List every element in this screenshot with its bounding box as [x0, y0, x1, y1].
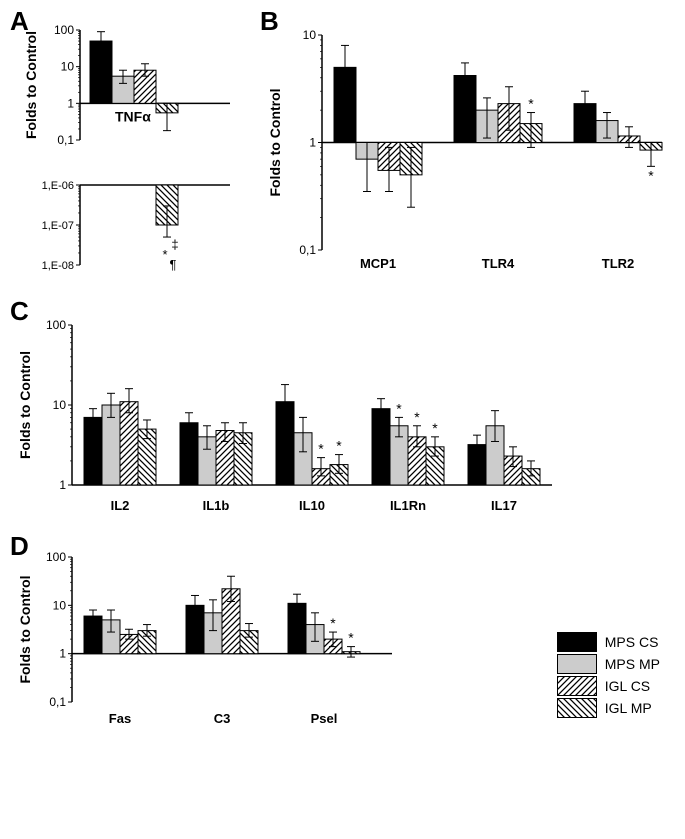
svg-text:Psel: Psel	[311, 711, 338, 726]
svg-text:*: *	[348, 630, 354, 646]
svg-text:*: *	[318, 441, 324, 457]
svg-text:*: *	[162, 247, 167, 262]
svg-text:0,1: 0,1	[57, 133, 74, 147]
svg-text:0,1: 0,1	[49, 695, 66, 709]
svg-text:10: 10	[53, 398, 67, 412]
svg-text:TNFα: TNFα	[115, 108, 151, 124]
svg-text:IL1Rn: IL1Rn	[390, 498, 426, 513]
svg-text:IL1b: IL1b	[203, 498, 230, 513]
legend-text: IGL MP	[605, 700, 652, 716]
panel-b-label: B	[260, 6, 279, 37]
svg-text:*: *	[432, 420, 438, 436]
legend-text: MPS MP	[605, 656, 660, 672]
legend-text: IGL CS	[605, 678, 650, 694]
legend-swatch-mps-mp	[557, 654, 597, 674]
svg-text:Folds to Control: Folds to Control	[17, 575, 33, 683]
legend-swatch-igl-cs	[557, 676, 597, 696]
panel-c: C 110100Folds to ControlIL2IL1b**IL10***…	[10, 300, 570, 525]
svg-text:TLR4: TLR4	[482, 256, 515, 271]
svg-text:MCP1: MCP1	[360, 256, 396, 271]
panel-b: B 0,1110Folds to ControlMCP1*TLR4*TLR2	[260, 10, 675, 290]
svg-text:Folds to Control: Folds to Control	[23, 31, 39, 139]
panel-a-label: A	[10, 6, 29, 37]
svg-text:10: 10	[303, 28, 317, 42]
legend: MPS CS MPS MP IGL CS IGL MP	[557, 632, 660, 720]
svg-text:100: 100	[46, 318, 66, 332]
svg-text:100: 100	[54, 23, 74, 37]
panel-a: A 0,1110100TNFαFolds to Control1,E-081,E…	[10, 10, 260, 290]
legend-swatch-igl-mp	[557, 698, 597, 718]
svg-text:0,1: 0,1	[299, 243, 316, 257]
svg-text:Fas: Fas	[109, 711, 131, 726]
svg-text:*: *	[528, 96, 534, 112]
svg-text:1,E-08: 1,E-08	[42, 260, 74, 272]
svg-text:1: 1	[59, 478, 66, 492]
svg-text:*: *	[330, 615, 336, 631]
svg-text:IL17: IL17	[491, 498, 517, 513]
svg-text:Folds to Control: Folds to Control	[17, 351, 33, 459]
svg-text:*: *	[414, 409, 420, 425]
svg-text:Folds to Control: Folds to Control	[267, 88, 283, 196]
svg-text:‡: ‡	[171, 237, 178, 252]
svg-text:*: *	[336, 438, 342, 454]
svg-text:¶: ¶	[170, 257, 177, 272]
legend-item: IGL MP	[557, 698, 660, 718]
svg-text:1: 1	[67, 96, 74, 110]
svg-text:1,E-07: 1,E-07	[42, 220, 74, 232]
svg-text:C3: C3	[214, 711, 231, 726]
legend-text: MPS CS	[605, 634, 659, 650]
panel-c-label: C	[10, 296, 29, 327]
svg-text:1,E-06: 1,E-06	[42, 180, 74, 192]
legend-item: MPS MP	[557, 654, 660, 674]
svg-text:IL2: IL2	[111, 498, 130, 513]
svg-text:10: 10	[61, 60, 75, 74]
legend-item: MPS CS	[557, 632, 660, 652]
svg-text:*: *	[396, 400, 402, 416]
legend-item: IGL CS	[557, 676, 660, 696]
svg-text:TLR2: TLR2	[602, 256, 635, 271]
svg-text:1: 1	[309, 136, 316, 150]
svg-text:100: 100	[46, 550, 66, 564]
svg-text:*: *	[648, 167, 654, 183]
panel-d-label: D	[10, 531, 29, 562]
svg-text:10: 10	[53, 598, 67, 612]
panel-d: D 0,1110100Folds to ControlFasC3**Psel M…	[10, 535, 675, 740]
legend-swatch-mps-cs	[557, 632, 597, 652]
svg-text:1: 1	[59, 647, 66, 661]
svg-text:IL10: IL10	[299, 498, 325, 513]
